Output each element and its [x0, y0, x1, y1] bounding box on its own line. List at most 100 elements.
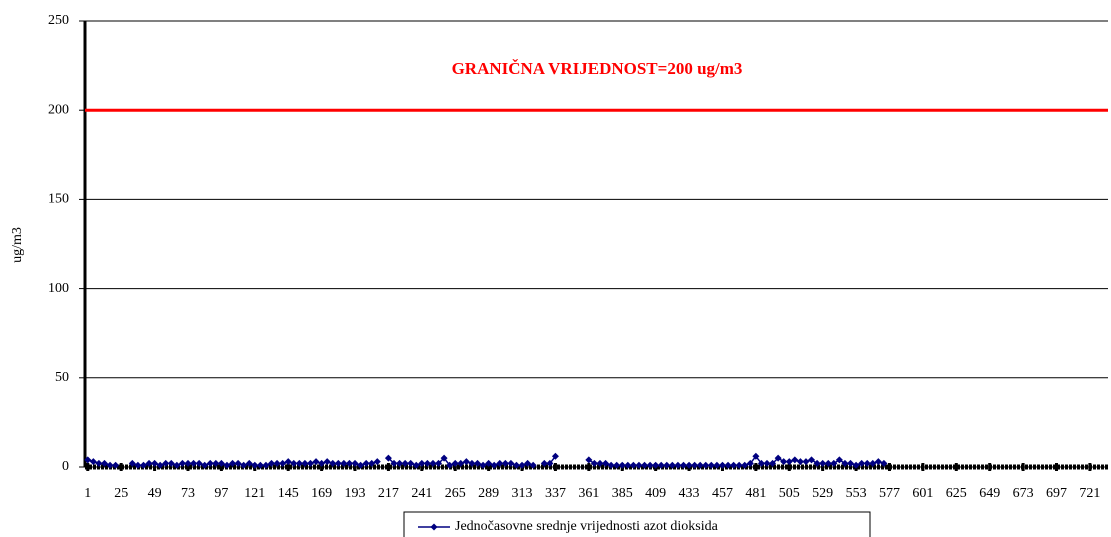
y-tick-label: 200 [48, 102, 69, 117]
data-point [234, 459, 242, 467]
data-point [306, 459, 314, 467]
data-point [362, 459, 370, 467]
x-tick-label: 49 [148, 486, 162, 501]
data-point [646, 461, 654, 469]
data-point [256, 461, 264, 469]
data-point [201, 461, 209, 469]
data-point [301, 459, 309, 467]
data-point [629, 461, 637, 469]
data-point [217, 459, 225, 467]
data-point [368, 459, 376, 467]
x-tick-label: 25 [114, 486, 128, 501]
data-point [284, 458, 292, 466]
data-point [746, 459, 754, 467]
data-point [512, 461, 520, 469]
data-point [551, 452, 559, 460]
data-point [334, 459, 342, 467]
data-point [396, 459, 404, 467]
data-point [229, 459, 237, 467]
x-tick-label: 385 [612, 486, 633, 501]
x-tick-label: 265 [445, 486, 466, 501]
data-point [696, 461, 704, 469]
data-point [824, 459, 832, 467]
data-point [401, 459, 409, 467]
data-point [802, 458, 810, 466]
data-point [869, 459, 877, 467]
data-point [796, 458, 804, 466]
x-tick-label: 145 [278, 486, 299, 501]
data-point [440, 454, 448, 462]
data-point [540, 459, 548, 467]
x-tick-label: 193 [345, 486, 366, 501]
x-tick-label: 169 [311, 486, 332, 501]
data-point [702, 461, 710, 469]
legend-marker [430, 523, 438, 531]
data-point [774, 454, 782, 462]
data-point [312, 458, 320, 466]
data-point [329, 459, 337, 467]
data-point [685, 461, 693, 469]
data-point [485, 459, 493, 467]
data-point [451, 459, 459, 467]
x-tick-label: 121 [244, 486, 265, 501]
data-point [128, 459, 136, 467]
data-point [501, 459, 509, 467]
data-point [251, 461, 259, 469]
data-point [462, 458, 470, 466]
data-point [262, 461, 270, 469]
data-point [602, 459, 610, 467]
y-tick-label: 0 [62, 459, 69, 474]
x-tick-label: 529 [812, 486, 833, 501]
data-point [524, 459, 532, 467]
data-point [89, 458, 97, 466]
data-point [384, 454, 392, 462]
data-point [674, 461, 682, 469]
data-point [223, 461, 231, 469]
x-tick-label: 721 [1079, 486, 1100, 501]
y-tick-label: 150 [48, 192, 69, 207]
y-tick-label: 50 [55, 370, 69, 385]
data-point [178, 459, 186, 467]
data-point [112, 461, 120, 469]
data-point [718, 461, 726, 469]
data-point [546, 459, 554, 467]
data-point [418, 459, 426, 467]
data-point [195, 459, 203, 467]
legend-label: Jednočasovne srednje vrijednosti azot di… [455, 519, 719, 534]
data-point [813, 459, 821, 467]
x-tick-label: 217 [378, 486, 399, 501]
data-point [613, 461, 621, 469]
data-point [240, 461, 248, 469]
data-point [190, 459, 198, 467]
data-point [145, 459, 153, 467]
data-point [167, 459, 175, 467]
data-point [351, 459, 359, 467]
y-tick-label: 250 [48, 13, 69, 28]
data-point [841, 459, 849, 467]
x-tick-label: 409 [645, 486, 666, 501]
data-point [345, 459, 353, 467]
data-point [596, 459, 604, 467]
data-point [134, 461, 142, 469]
annotation: GRANIČNA VRIJEDNOST=200 ug/m3 [452, 59, 743, 78]
x-tick-label: 289 [478, 486, 499, 501]
data-point [874, 458, 882, 466]
data-point [785, 458, 793, 466]
x-tick-label: 697 [1046, 486, 1067, 501]
data-point [162, 459, 170, 467]
x-tick-label: 577 [879, 486, 900, 501]
data-point [679, 461, 687, 469]
y-tick-label: 100 [48, 281, 69, 296]
data-point [585, 456, 593, 464]
data-point [184, 459, 192, 467]
data-point [652, 461, 660, 469]
data-point [357, 461, 365, 469]
data-point [618, 461, 626, 469]
x-tick-label: 97 [214, 486, 228, 501]
data-point [156, 461, 164, 469]
data-point [668, 461, 676, 469]
data-point [479, 461, 487, 469]
x-tick-label: 313 [512, 486, 533, 501]
data-point [847, 459, 855, 467]
data-point [206, 459, 214, 467]
